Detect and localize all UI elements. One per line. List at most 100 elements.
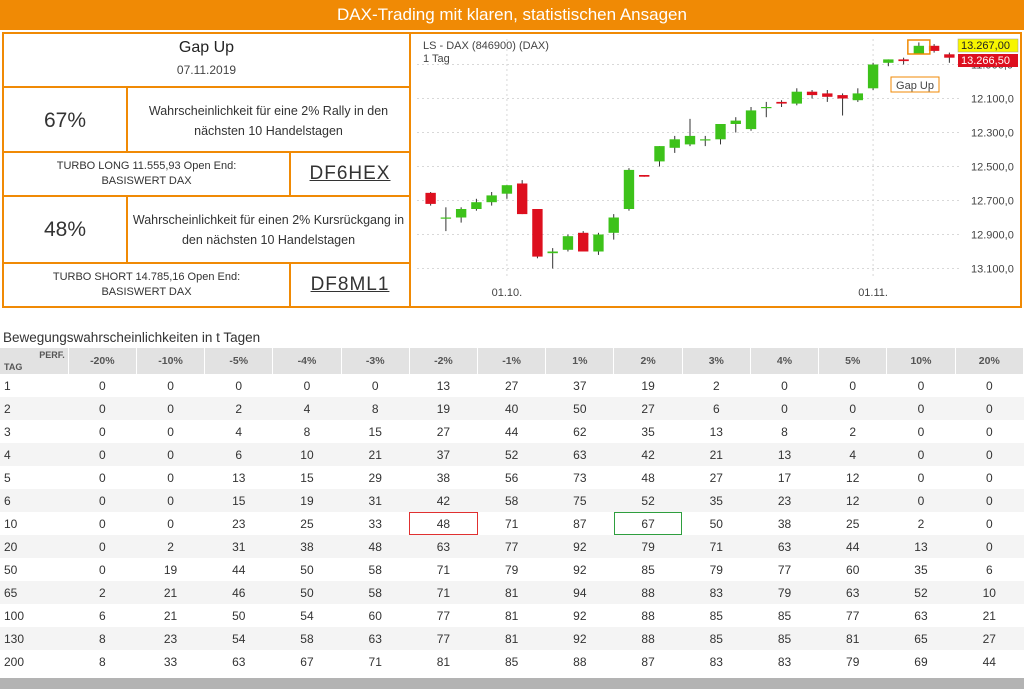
table-cell: 2 (849, 424, 857, 439)
table-cell: 0 (985, 378, 993, 393)
candle (822, 90, 833, 102)
table-cell: 0 (818, 397, 887, 420)
table-cell: 85 (641, 562, 655, 577)
table-cell: 2 (136, 535, 205, 558)
table-cell: 44 (982, 654, 996, 669)
table-cell: 19 (409, 397, 478, 420)
price-low-value: 13.266,50 (961, 55, 1010, 67)
candle-body (623, 169, 635, 209)
candle-body (486, 195, 497, 203)
turbo-short-code-link[interactable]: DF8ML1 (310, 274, 390, 295)
table-row: 130 8 23 54 58 63 77 81 92 88 85 85 81 65 27 (0, 627, 1024, 650)
column-header: -10% (136, 348, 206, 374)
table-cell: 63 (409, 535, 478, 558)
table-cell: 87 (641, 654, 655, 669)
row-day-cell: 200 (4, 654, 25, 669)
table-cell: 0 (955, 489, 1024, 512)
turbo-short-description: TURBO SHORT 14.785,16 Open End: BASISWER… (4, 264, 291, 306)
table-cell: 50 (545, 397, 614, 420)
candle-body (883, 59, 894, 63)
table-row: 5 0 0 13 15 29 38 56 73 48 27 17 12 0 0 (0, 466, 1024, 489)
table-row: 10 0 0 23 25 33 48 71 87 67 50 38 25 2 0 (0, 512, 1024, 535)
candle-body (562, 236, 574, 250)
candle (593, 232, 604, 255)
candle (837, 93, 848, 116)
table-cell: 2 (68, 581, 137, 604)
candle (578, 231, 589, 252)
candle-body (639, 175, 650, 177)
corner-perf-label: PERF. (39, 350, 65, 360)
dax-chart: LS - DAX (846900) (DAX) 1 Tag 13.100,0 12… (409, 32, 1022, 308)
table-cell: 79 (613, 535, 683, 558)
table-cell: 13 (436, 378, 451, 393)
table-cell: 29 (368, 470, 382, 485)
candle (486, 192, 497, 206)
table-cell: 0 (917, 378, 925, 393)
table-cell: 50 (709, 516, 723, 531)
table-caption: Bewegungswahrscheinlichkeiten in t Tagen (3, 330, 261, 345)
table-cell: 81 (477, 627, 546, 650)
table-cell: 27 (436, 424, 451, 439)
y-tick-label: 12.100,0 (971, 94, 1014, 106)
table-cell: 13 (232, 470, 246, 485)
page-title: DAX-Trading mit klaren, statistischen An… (0, 0, 1024, 30)
table-cell: 48 (341, 535, 410, 558)
table-cell: 83 (777, 654, 792, 669)
table-cell: 8 (68, 627, 137, 650)
table-cell: 23 (136, 627, 205, 650)
decline-probability-row: 48% Wahrscheinlichkeit für einen 2% Kurs… (2, 195, 411, 262)
table-cell: 23 (232, 516, 246, 531)
table-cell: 85 (682, 627, 751, 650)
table-cell: 48 (641, 470, 655, 485)
table-cell: 81 (436, 654, 451, 669)
table-cell: 0 (886, 397, 956, 420)
column-header: 1% (545, 348, 615, 374)
table-cell: 42 (409, 489, 478, 512)
candle-body (440, 217, 452, 219)
row-day-cell: 3 (4, 424, 11, 439)
row-day-cell: 6 (0, 489, 69, 512)
table-cell: 88 (613, 627, 683, 650)
table-cell: 63 (750, 535, 819, 558)
table-cell: 13 (750, 443, 819, 466)
table-cell: 71 (409, 581, 478, 604)
column-header: -3% (341, 348, 410, 374)
candle-body (547, 251, 558, 254)
table-cell: 60 (368, 608, 382, 623)
table-cell: 6 (682, 397, 751, 420)
candle (700, 135, 711, 147)
candle (867, 62, 879, 90)
row-day-cell: 130 (0, 627, 69, 650)
candle-body (425, 192, 436, 204)
decline-percent: 48% (4, 197, 128, 262)
candle-body (501, 185, 513, 194)
table-cell: 0 (98, 470, 106, 485)
candle (898, 57, 909, 65)
table-cell: 13 (709, 424, 723, 439)
candle (501, 185, 513, 199)
column-header: -20% (68, 348, 137, 374)
candle-body (730, 120, 741, 124)
table-cell: 0 (750, 397, 819, 420)
table-cell: 44 (504, 424, 519, 439)
table-cell: 79 (750, 581, 819, 604)
gap-up-annotation: Gap Up (890, 39, 940, 93)
turbo-long-row: TURBO LONG 11.555,93 Open End: BASISWERT… (2, 151, 411, 195)
table-row: 2 0 0 2 4 8 19 40 50 27 6 0 0 0 0 (0, 397, 1024, 420)
table-row: 6 0 0 15 19 31 42 58 75 52 35 23 12 0 0 (0, 489, 1024, 512)
table-cell: 0 (985, 424, 993, 439)
candle (623, 168, 635, 211)
horizontal-scrollbar[interactable] (0, 678, 1024, 689)
price-tags: 13.267,00 13.266,50 (957, 38, 1019, 67)
rally-description: Wahrscheinlichkeit für eine 2% Rally in … (148, 103, 389, 138)
chart-axes: 13.100,0 12.900,0 12.700,0 12.500,0 12.300,0… (492, 60, 1014, 300)
table-cell: 35 (641, 424, 655, 439)
table-cell: 0 (985, 516, 993, 531)
table-cell: 81 (818, 627, 887, 650)
candle (776, 100, 787, 107)
table-cell: 2 (712, 378, 720, 393)
row-day-cell: 5 (4, 470, 11, 485)
candle-body (944, 54, 955, 58)
table-cell: 92 (545, 535, 614, 558)
turbo-long-code-link[interactable]: DF6HEX (309, 163, 391, 184)
